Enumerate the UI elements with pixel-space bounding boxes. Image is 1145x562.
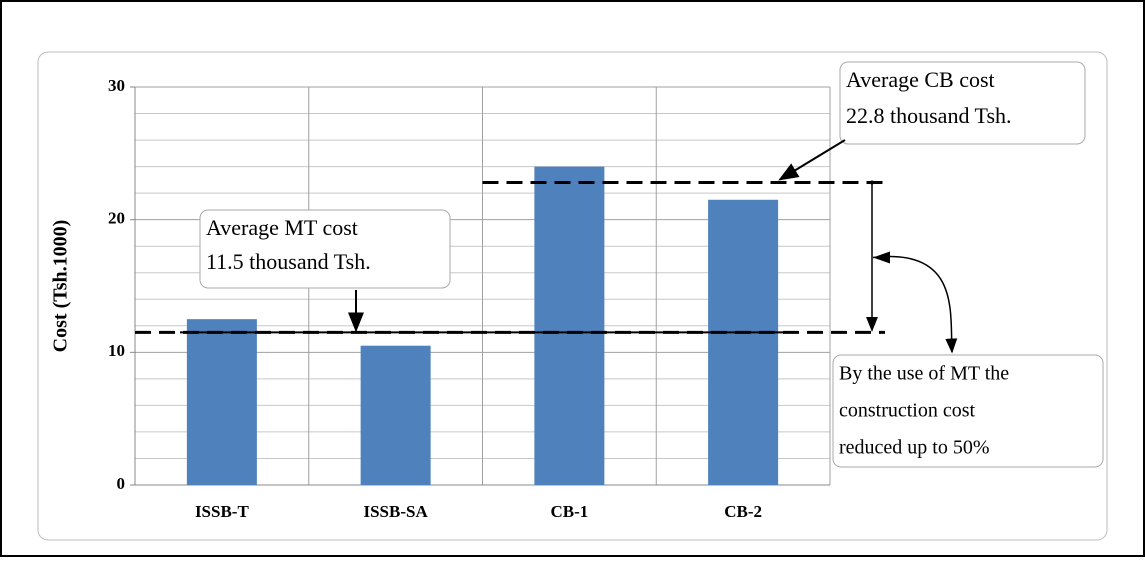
cb-annotation-box — [839, 61, 1086, 145]
x-tick-label: CB-1 — [550, 502, 588, 521]
mt-annotation-text: Average MT cost — [206, 215, 358, 240]
bar — [708, 199, 779, 485]
x-tick-label: ISSB-T — [195, 502, 250, 521]
saving-annotation-text: construction cost — [839, 400, 976, 422]
curved-arrow — [872, 255, 958, 354]
y-tick-label: 30 — [108, 76, 125, 95]
bar — [186, 319, 257, 485]
mt-annotation-box — [199, 209, 451, 289]
y-tick-label: 20 — [108, 209, 125, 228]
bar — [360, 345, 431, 485]
cb-annotation-text: Average CB cost — [846, 67, 995, 92]
y-tick-label: 10 — [108, 341, 125, 360]
curved-arrow-head — [873, 251, 890, 264]
bar — [534, 166, 605, 485]
cb-annotation-text: 22.8 thousand Tsh. — [846, 103, 1012, 128]
saving-annotation-text: reduced up to 50% — [839, 437, 990, 459]
y-axis-label: Cost (Tsh.1000) — [50, 220, 72, 353]
cb-arrow — [778, 139, 846, 181]
saving-annotation-text: By the use of MT the — [839, 363, 1009, 385]
x-tick-label: ISSB-SA — [363, 502, 428, 521]
saving-annotation-box — [832, 354, 1104, 468]
mt-annotation-text: 11.5 thousand Tsh. — [206, 249, 371, 274]
dim-dot — [870, 180, 874, 185]
x-tick-label: CB-2 — [724, 502, 762, 521]
y-tick-label: 0 — [117, 474, 126, 493]
